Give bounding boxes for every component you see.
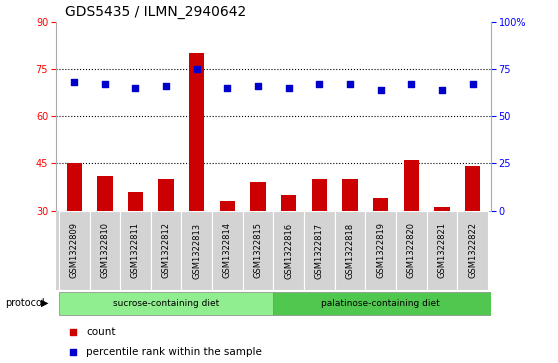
Bar: [66, 163, 82, 211]
Text: GSM1322814: GSM1322814: [223, 223, 232, 278]
Point: [376, 87, 385, 93]
Bar: [120, 211, 151, 290]
Point: [284, 85, 293, 91]
Text: ▶: ▶: [41, 298, 49, 308]
Bar: [458, 211, 488, 290]
Bar: [403, 160, 419, 211]
Bar: [273, 211, 304, 290]
Bar: [158, 179, 174, 211]
Bar: [281, 195, 296, 211]
Text: percentile rank within the sample: percentile rank within the sample: [86, 347, 262, 357]
Text: sucrose-containing diet: sucrose-containing diet: [113, 299, 219, 307]
Text: GSM1322812: GSM1322812: [162, 223, 171, 278]
Bar: [243, 211, 273, 290]
Text: GSM1322821: GSM1322821: [437, 223, 446, 278]
Point: [437, 87, 446, 93]
Point: [315, 81, 324, 87]
Bar: [181, 211, 212, 290]
Bar: [396, 211, 427, 290]
Bar: [373, 198, 388, 211]
Text: GSM1322820: GSM1322820: [407, 223, 416, 278]
Text: GSM1322816: GSM1322816: [284, 223, 294, 278]
Bar: [151, 211, 181, 290]
Bar: [212, 211, 243, 290]
Bar: [97, 176, 113, 211]
Bar: [89, 211, 120, 290]
Point: [345, 81, 354, 87]
Point: [427, 239, 436, 245]
Text: GSM1322815: GSM1322815: [253, 223, 263, 278]
Text: GSM1322817: GSM1322817: [315, 223, 324, 278]
Bar: [59, 292, 273, 314]
Text: GSM1322819: GSM1322819: [376, 223, 385, 278]
Bar: [465, 167, 480, 211]
Point: [100, 81, 109, 87]
Text: GSM1322818: GSM1322818: [345, 223, 354, 278]
Bar: [59, 211, 89, 290]
Point: [254, 83, 263, 89]
Bar: [312, 179, 327, 211]
Text: palatinose-containing diet: palatinose-containing diet: [321, 299, 440, 307]
Point: [407, 81, 416, 87]
Text: count: count: [86, 327, 116, 337]
Point: [427, 53, 436, 59]
Point: [223, 85, 232, 91]
Point: [468, 81, 477, 87]
Bar: [251, 182, 266, 211]
Bar: [273, 292, 503, 314]
Bar: [128, 192, 143, 211]
Text: GSM1322813: GSM1322813: [193, 223, 201, 278]
Bar: [189, 53, 204, 211]
Bar: [220, 201, 235, 211]
Bar: [365, 211, 396, 290]
Point: [131, 85, 140, 91]
Point: [162, 83, 171, 89]
Bar: [427, 211, 458, 290]
Text: GSM1322810: GSM1322810: [100, 223, 109, 278]
Text: GDS5435 / ILMN_2940642: GDS5435 / ILMN_2940642: [65, 5, 246, 19]
Bar: [304, 211, 335, 290]
Bar: [343, 179, 358, 211]
Text: protocol: protocol: [6, 298, 45, 308]
Text: GSM1322811: GSM1322811: [131, 223, 140, 278]
Text: GSM1322809: GSM1322809: [70, 223, 79, 278]
Point: [70, 79, 79, 85]
Point: [193, 66, 201, 72]
Bar: [434, 207, 450, 211]
Bar: [335, 211, 365, 290]
Text: GSM1322822: GSM1322822: [468, 223, 477, 278]
